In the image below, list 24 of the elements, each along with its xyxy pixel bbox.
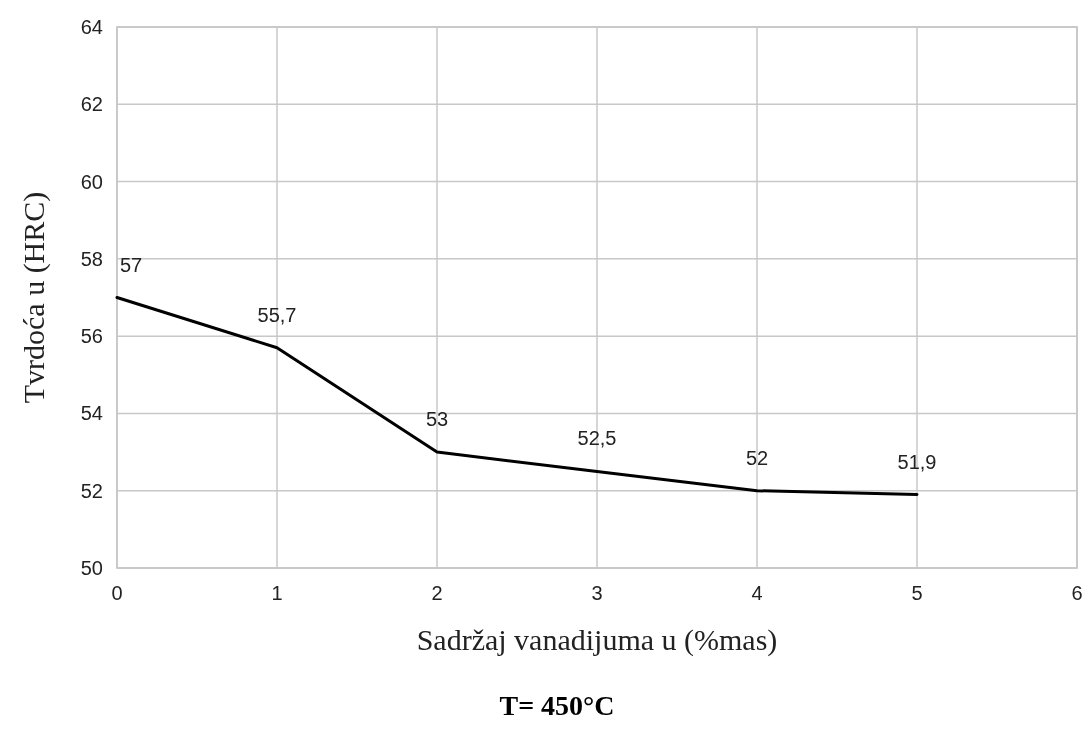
data-label: 52,5 (577, 427, 617, 450)
data-label: 51,9 (897, 450, 937, 473)
x-tick-label: 1 (271, 582, 283, 604)
data-label: 57 (119, 253, 143, 276)
y-tick-label: 52 (80, 479, 103, 502)
x-tick-label: 0 (111, 582, 123, 604)
y-tick-label: 60 (80, 170, 103, 193)
x-tick-label: 5 (911, 582, 923, 604)
y-tick-label: 50 (80, 557, 103, 579)
x-tick-label: 6 (1071, 582, 1083, 604)
data-label: 53 (425, 408, 449, 431)
data-label: 55,7 (257, 303, 297, 326)
y-tick-label: 62 (80, 93, 103, 116)
x-tick-label: 3 (591, 582, 603, 604)
y-tick-label: 54 (80, 402, 103, 425)
x-tick-label: 2 (431, 582, 443, 604)
y-tick-label: 56 (80, 325, 103, 348)
x-axis-title: Sadržaj vanadijuma u (%mas) (416, 623, 778, 657)
y-axis-title: Tvrdoća u (HRC) (17, 191, 51, 404)
y-tick-label: 64 (80, 16, 103, 38)
x-tick-label: 4 (751, 582, 763, 604)
y-tick-label: 58 (80, 247, 103, 270)
data-label: 52 (745, 446, 769, 469)
text: T= 450°C (499, 690, 615, 721)
